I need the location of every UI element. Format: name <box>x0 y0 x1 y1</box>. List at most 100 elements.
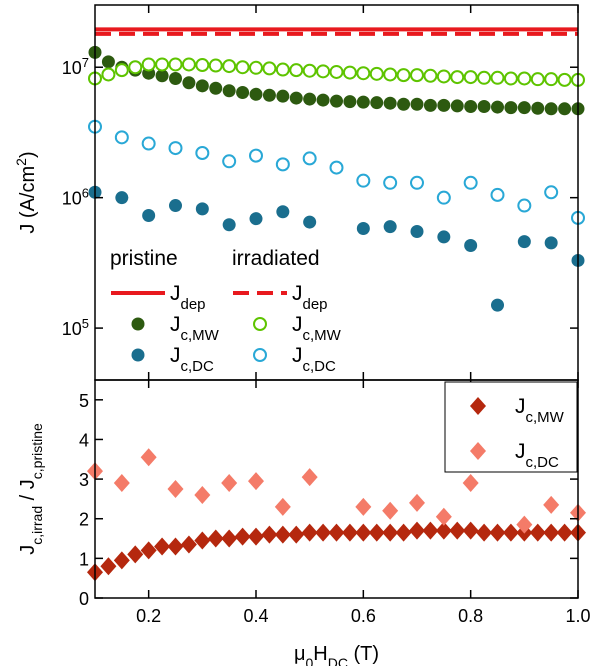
data-point <box>517 71 532 86</box>
data-point <box>356 66 371 81</box>
data-point <box>274 525 291 544</box>
y-tick-base: 10 <box>62 58 82 78</box>
data-point <box>516 515 533 534</box>
data-point <box>355 523 372 542</box>
data-point <box>462 521 479 540</box>
data-point <box>436 190 451 205</box>
data-point <box>303 215 317 229</box>
x-axis-label: μ0HDC (T) <box>294 643 379 666</box>
data-point <box>341 523 358 542</box>
data-point <box>435 507 452 526</box>
y-tick-label: 2 <box>79 510 89 530</box>
data-point <box>396 68 411 83</box>
data-point <box>464 99 478 113</box>
data-point <box>142 208 156 222</box>
y-tick-base: 4 <box>79 430 89 450</box>
data-point <box>101 67 116 82</box>
legend-subscript: c,MW <box>526 409 565 426</box>
x-axis-label-part: H <box>313 643 327 665</box>
data-point <box>141 57 156 72</box>
data-point <box>275 62 290 77</box>
data-point <box>423 68 438 83</box>
y-tick-base: 1 <box>79 549 89 569</box>
data-point <box>221 529 238 548</box>
data-point <box>329 160 344 175</box>
data-point <box>115 191 129 205</box>
legend-subscript: c,MW <box>303 327 342 344</box>
data-point <box>248 527 264 546</box>
data-point <box>383 96 397 110</box>
data-point <box>114 63 129 78</box>
y-axis-label-part: ) <box>17 151 39 158</box>
data-point <box>302 63 317 78</box>
legend-name: J <box>170 282 181 305</box>
data-point <box>155 69 169 83</box>
data-point <box>383 67 398 82</box>
legend-label: Jc,MW <box>170 313 220 344</box>
data-point <box>436 69 451 84</box>
plot-frame <box>94 379 579 599</box>
y-axis-label-part: c,pristine <box>29 423 45 479</box>
data-point <box>422 521 439 540</box>
x-axis-label-part: (T) <box>348 643 379 665</box>
legend-name: J <box>170 344 181 367</box>
data-point <box>249 148 263 163</box>
data-point <box>301 523 318 542</box>
data-point <box>355 497 372 516</box>
x-axis-label-part: μ <box>294 643 306 665</box>
data-point <box>168 57 183 72</box>
y-tick-exponent: 7 <box>82 55 89 70</box>
legend-name: J <box>515 395 526 418</box>
data-point <box>517 198 532 213</box>
data-point <box>544 236 558 250</box>
data-point <box>517 101 531 115</box>
data-point <box>209 81 223 95</box>
data-point <box>141 136 156 151</box>
y-tick-base: 3 <box>79 470 89 490</box>
data-point <box>100 557 117 576</box>
legend-swatch <box>253 317 267 331</box>
data-point <box>181 57 196 72</box>
y-axis-label-part: c,irrad <box>29 506 45 545</box>
data-point <box>530 72 545 87</box>
data-point <box>248 472 264 491</box>
data-point <box>262 88 276 102</box>
data-point <box>249 60 263 75</box>
data-point <box>476 523 493 542</box>
data-point <box>180 535 197 554</box>
data-point <box>195 202 209 216</box>
data-point <box>463 175 478 190</box>
y-tick-label: 106 <box>62 185 89 209</box>
data-point <box>370 96 384 110</box>
y-tick-exponent: 6 <box>82 185 89 200</box>
data-point <box>155 57 170 72</box>
data-point <box>235 60 250 75</box>
data-point <box>330 94 343 108</box>
data-point <box>261 525 278 544</box>
data-point <box>463 70 478 85</box>
data-point <box>462 474 479 493</box>
data-point <box>315 523 332 542</box>
y-axis-label-part: J (A/cm <box>17 166 39 234</box>
data-point <box>127 545 144 564</box>
data-point <box>356 173 371 188</box>
data-point <box>288 525 305 544</box>
data-point <box>490 187 505 202</box>
data-point <box>194 485 211 504</box>
y-tick-base: 2 <box>79 510 89 530</box>
data-point <box>435 521 452 540</box>
data-point <box>222 84 236 98</box>
data-point <box>236 86 250 100</box>
data-point <box>382 523 399 542</box>
y-tick-label: 105 <box>62 316 89 340</box>
legend-label: Jc,DC <box>515 440 559 471</box>
data-point <box>301 468 318 487</box>
legend-swatch <box>470 397 486 415</box>
x-tick-label: 0.2 <box>136 606 161 626</box>
data-point <box>410 97 424 111</box>
data-point <box>409 521 425 540</box>
data-point <box>140 448 157 467</box>
data-point <box>368 523 385 542</box>
data-point <box>490 70 505 85</box>
